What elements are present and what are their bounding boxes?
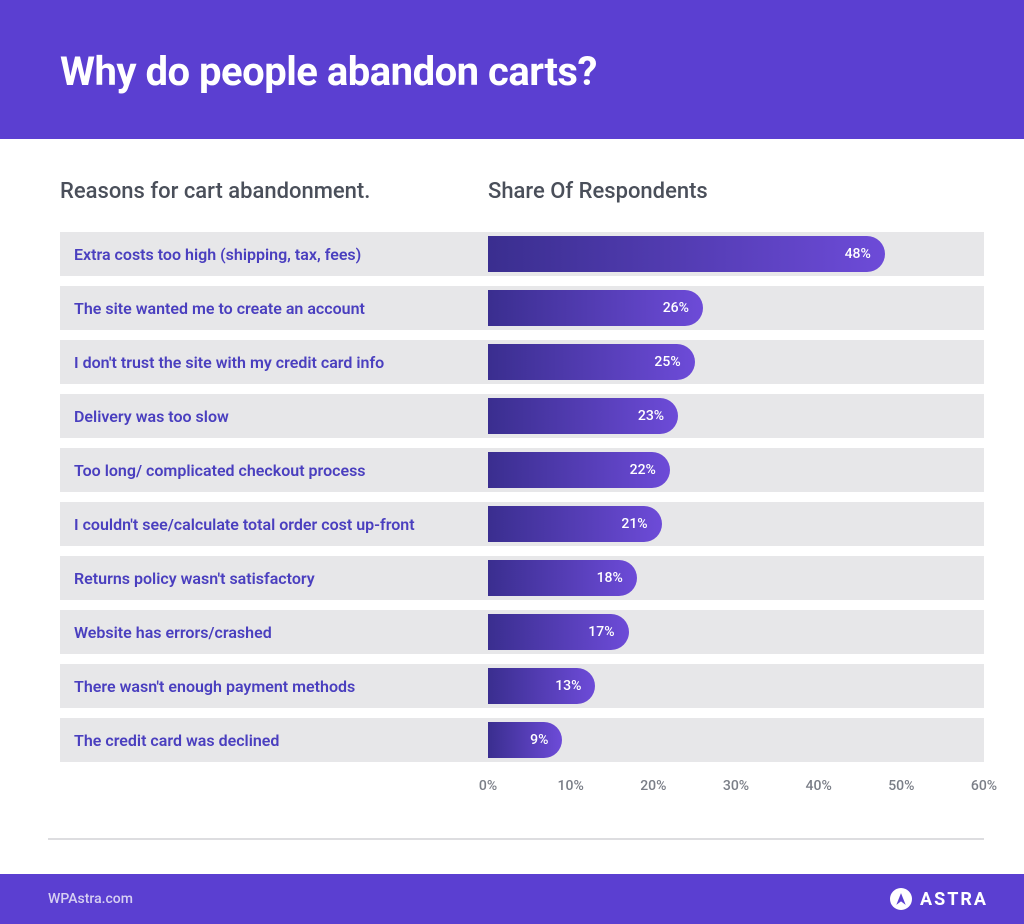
chart-row: Too long/ complicated checkout process 22… xyxy=(60,448,984,492)
bar-chart: Extra costs too high (shipping, tax, fee… xyxy=(60,232,984,800)
x-axis: 0%10%20%30%40%50%60% xyxy=(488,772,984,800)
bar-fill: 48% xyxy=(488,236,885,272)
bar-value-label: 26% xyxy=(663,300,689,316)
brand-name: ASTRA xyxy=(920,889,988,910)
bar-track: 13% xyxy=(488,664,984,708)
bar-value-label: 23% xyxy=(638,408,664,424)
chart-rows: Extra costs too high (shipping, tax, fee… xyxy=(60,232,984,762)
bar-track: 22% xyxy=(488,448,984,492)
bar-track: 48% xyxy=(488,232,984,276)
chart-row: There wasn't enough payment methods 13% xyxy=(60,664,984,708)
reason-label: I couldn't see/calculate total order cos… xyxy=(60,502,488,546)
chart-row: Extra costs too high (shipping, tax, fee… xyxy=(60,232,984,276)
bar-value-label: 17% xyxy=(588,624,614,640)
bar-fill: 21% xyxy=(488,506,662,542)
chart-row: Website has errors/crashed 17% xyxy=(60,610,984,654)
footer-site: WPAstra.com xyxy=(48,891,133,907)
bar-fill: 9% xyxy=(488,722,562,758)
bar-fill: 17% xyxy=(488,614,629,650)
bar-track: 18% xyxy=(488,556,984,600)
reason-label: Returns policy wasn't satisfactory xyxy=(60,556,488,600)
reason-label: The credit card was declined xyxy=(60,718,488,762)
reason-label: The site wanted me to create an account xyxy=(60,286,488,330)
axis-tick: 50% xyxy=(888,778,914,794)
bar-value-label: 13% xyxy=(555,678,581,694)
chart-row: The credit card was declined 9% xyxy=(60,718,984,762)
bar-value-label: 21% xyxy=(621,516,647,532)
axis-tick: 0% xyxy=(479,778,497,794)
bar-value-label: 18% xyxy=(597,570,623,586)
chart-row: The site wanted me to create an account 2… xyxy=(60,286,984,330)
axis-tick: 40% xyxy=(806,778,832,794)
axis-tick: 60% xyxy=(971,778,997,794)
bar-track: 9% xyxy=(488,718,984,762)
bar-value-label: 9% xyxy=(530,732,548,748)
bar-fill: 25% xyxy=(488,344,695,380)
bar-track: 25% xyxy=(488,340,984,384)
chart-row: Delivery was too slow 23% xyxy=(60,394,984,438)
brand-logo: ASTRA xyxy=(890,888,988,910)
bar-value-label: 22% xyxy=(630,462,656,478)
bar-fill: 22% xyxy=(488,452,670,488)
bar-fill: 23% xyxy=(488,398,678,434)
chart-content: Reasons for cart abandonment. Share Of R… xyxy=(0,139,1024,820)
header-banner: Why do people abandon carts? xyxy=(0,0,1024,139)
axis-tick: 20% xyxy=(640,778,666,794)
reason-label: Website has errors/crashed xyxy=(60,610,488,654)
bar-fill: 26% xyxy=(488,290,703,326)
footer-divider xyxy=(48,838,984,840)
bar-track: 23% xyxy=(488,394,984,438)
chart-row: I don't trust the site with my credit ca… xyxy=(60,340,984,384)
reason-label: Too long/ complicated checkout process xyxy=(60,448,488,492)
reason-label: I don't trust the site with my credit ca… xyxy=(60,340,488,384)
bar-value-label: 48% xyxy=(845,246,871,262)
bar-track: 26% xyxy=(488,286,984,330)
reason-label: Extra costs too high (shipping, tax, fee… xyxy=(60,232,488,276)
axis-tick: 30% xyxy=(723,778,749,794)
bar-fill: 18% xyxy=(488,560,637,596)
column-headers: Reasons for cart abandonment. Share Of R… xyxy=(60,179,984,204)
bar-fill: 13% xyxy=(488,668,595,704)
footer-bar: WPAstra.com ASTRA xyxy=(0,874,1024,924)
share-column-header: Share Of Respondents xyxy=(488,179,708,204)
reasons-column-header: Reasons for cart abandonment. xyxy=(60,179,488,204)
chart-row: Returns policy wasn't satisfactory 18% xyxy=(60,556,984,600)
chart-row: I couldn't see/calculate total order cos… xyxy=(60,502,984,546)
bar-track: 21% xyxy=(488,502,984,546)
bar-track: 17% xyxy=(488,610,984,654)
reason-label: There wasn't enough payment methods xyxy=(60,664,488,708)
astra-icon xyxy=(890,888,912,910)
page-title: Why do people abandon carts? xyxy=(60,48,964,95)
reason-label: Delivery was too slow xyxy=(60,394,488,438)
axis-tick: 10% xyxy=(558,778,584,794)
bar-value-label: 25% xyxy=(654,354,680,370)
